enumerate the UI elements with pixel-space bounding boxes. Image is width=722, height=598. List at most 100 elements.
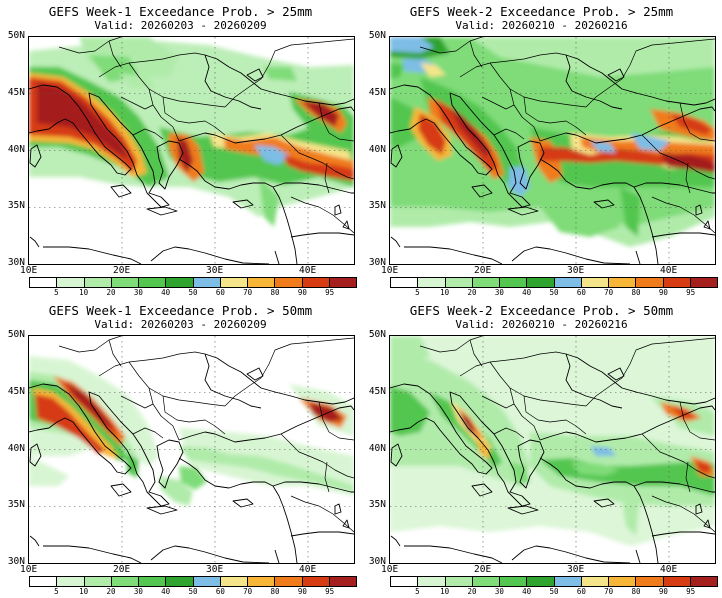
colorbar-swatch [329, 278, 356, 287]
lat-label: 50N [7, 329, 25, 340]
lat-label: 30N [7, 556, 25, 567]
colorbar-label: 90 [297, 587, 307, 596]
map-area [28, 36, 355, 265]
colorbar-label: 10 [79, 587, 89, 596]
colorbar-label: 80 [270, 288, 280, 297]
colorbar-swatch [636, 577, 664, 586]
colorbar [390, 277, 718, 288]
colorbar-swatch [275, 278, 303, 287]
colorbar [29, 277, 357, 288]
colorbar-label: 5 [415, 587, 420, 596]
panel-title: GEFS Week-2 Exceedance Prob. > 25mm [409, 4, 674, 19]
colorbar [390, 576, 718, 587]
map-area [28, 335, 355, 564]
colorbar-label: 20 [467, 288, 477, 297]
colorbar-label: 30 [133, 587, 143, 596]
lat-label: 50N [7, 30, 25, 41]
lat-label: 35N [368, 200, 386, 211]
colorbar-label: 40 [161, 288, 171, 297]
colorbar-swatch [418, 278, 446, 287]
probability-map [390, 336, 715, 563]
colorbar-label: 80 [631, 288, 641, 297]
colorbar-swatch [527, 577, 555, 586]
lat-label: 40N [7, 443, 25, 454]
colorbar-swatch [84, 577, 112, 586]
lat-label: 40N [368, 443, 386, 454]
panel-valid-dates: Valid: 20260210 - 20260216 [455, 19, 628, 32]
panel-week2-50mm: GEFS Week-2 Exceedance Prob. > 50mm Vali… [361, 299, 722, 598]
colorbar-label: 60 [215, 587, 225, 596]
lon-label: 30E [206, 564, 224, 575]
colorbar-label: 40 [161, 587, 171, 596]
map-area [389, 335, 716, 564]
colorbar-label: 95 [686, 587, 696, 596]
lat-label: 50N [368, 30, 386, 41]
colorbar-swatch [57, 577, 85, 586]
colorbar-swatch [57, 278, 85, 287]
panel-week1-50mm: GEFS Week-1 Exceedance Prob. > 50mm Vali… [0, 299, 361, 598]
lat-label: 50N [368, 329, 386, 340]
colorbar-swatch [30, 278, 58, 287]
colorbar-swatch [220, 577, 248, 586]
colorbar-swatch [166, 278, 194, 287]
colorbar-swatch [500, 577, 528, 586]
colorbar-swatch [609, 278, 637, 287]
colorbar-swatch [30, 577, 58, 586]
colorbar-label: 50 [549, 587, 559, 596]
colorbar-swatch [418, 577, 446, 586]
colorbar-label: 95 [686, 288, 696, 297]
colorbar-swatch [111, 278, 139, 287]
colorbar-label: 30 [494, 288, 504, 297]
probability-map [390, 37, 715, 264]
colorbar-label: 20 [467, 587, 477, 596]
colorbar-label: 80 [270, 587, 280, 596]
colorbar-label: 90 [658, 288, 668, 297]
panel-week2-25mm: GEFS Week-2 Exceedance Prob. > 25mm Vali… [361, 0, 722, 299]
colorbar-swatch [554, 577, 582, 586]
colorbar-swatch [275, 577, 303, 586]
colorbar-swatch [139, 577, 167, 586]
map-area [389, 36, 716, 265]
colorbar-label: 10 [79, 288, 89, 297]
lat-label: 40N [7, 144, 25, 155]
colorbar-label: 50 [549, 288, 559, 297]
lat-label: 35N [7, 200, 25, 211]
colorbar-label: 60 [576, 288, 586, 297]
lat-label: 45N [368, 386, 386, 397]
colorbar-swatch [690, 577, 717, 586]
lat-label: 30N [368, 257, 386, 268]
colorbar-swatch [445, 278, 473, 287]
colorbar-swatch [636, 278, 664, 287]
colorbar-swatch [690, 278, 717, 287]
lon-label: 40E [299, 265, 317, 276]
colorbar-label: 80 [631, 587, 641, 596]
probability-map [29, 336, 354, 563]
colorbar-swatch [581, 278, 609, 287]
lat-label: 45N [7, 386, 25, 397]
colorbar-swatch [500, 278, 528, 287]
panel-valid-dates: Valid: 20260203 - 20260209 [94, 318, 267, 331]
colorbar-swatch [248, 278, 276, 287]
lon-label: 30E [206, 265, 224, 276]
colorbar-label: 10 [440, 288, 450, 297]
colorbar-label: 70 [604, 288, 614, 297]
colorbar-swatch [663, 577, 691, 586]
colorbar-swatch [391, 278, 419, 287]
panel-title: GEFS Week-1 Exceedance Prob. > 25mm [48, 4, 313, 19]
colorbar-label: 5 [54, 288, 59, 297]
colorbar-label: 95 [325, 587, 335, 596]
colorbar-label: 50 [188, 587, 198, 596]
lon-label: 20E [474, 564, 492, 575]
colorbar-swatch [472, 278, 500, 287]
colorbar-label: 10 [440, 587, 450, 596]
colorbar-swatch [302, 577, 330, 586]
colorbar-label: 70 [604, 587, 614, 596]
panel-valid-dates: Valid: 20260210 - 20260216 [455, 318, 628, 331]
colorbar-swatch [248, 577, 276, 586]
panel-title: GEFS Week-1 Exceedance Prob. > 50mm [48, 303, 313, 318]
colorbar-label: 40 [522, 587, 532, 596]
lon-label: 20E [474, 265, 492, 276]
colorbar-label: 5 [54, 587, 59, 596]
colorbar-label: 70 [243, 587, 253, 596]
colorbar-label: 20 [106, 288, 116, 297]
